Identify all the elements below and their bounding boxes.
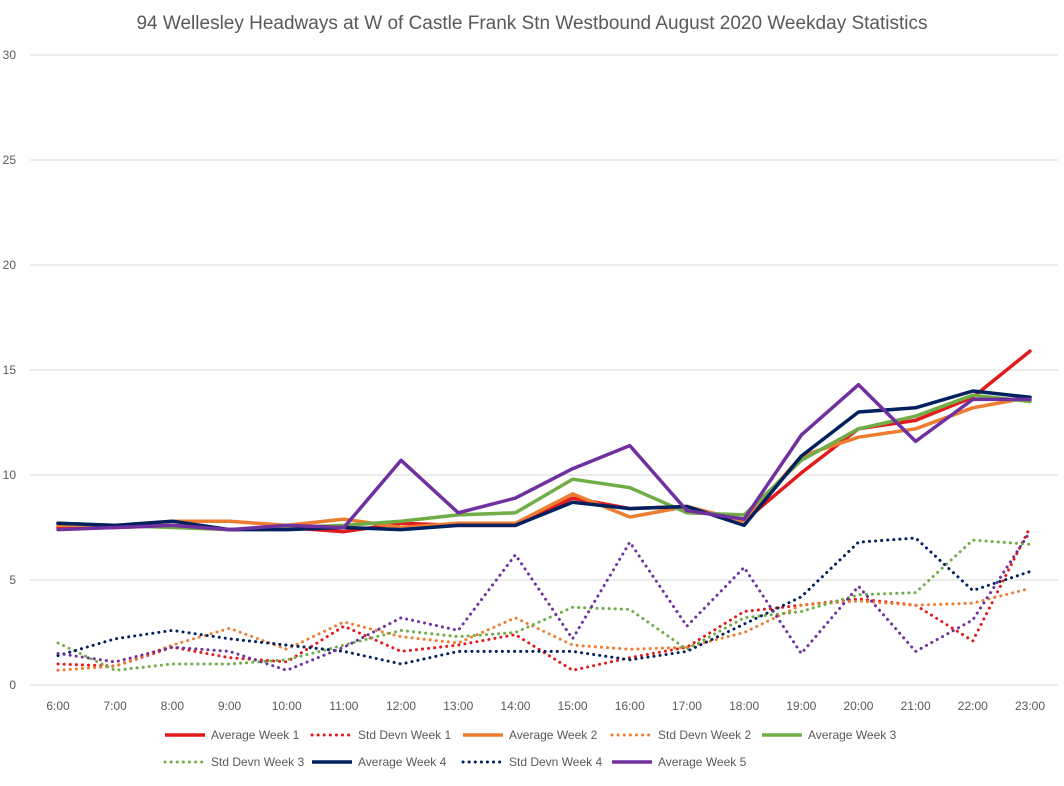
y-tick-label: 10 [3,468,17,482]
series-line-1 [56,349,1032,534]
legend-entry: Average Week 5 [658,755,747,769]
y-tick-label: 5 [9,573,16,587]
legend-entry: Average Week 4 [358,755,447,769]
legend: Average Week 1 Std Devn Week 1 Average Wee… [163,728,897,769]
legend-entry: Std Devn Week 1 [358,728,451,742]
x-tick-label: 23:00 [1015,699,1045,713]
x-tick-label: 15:00 [558,699,588,713]
x-tick-label: 14:00 [500,699,530,713]
legend-entry: Std Devn Week 3 [211,755,304,769]
legend-entry: Average Week 1 [211,728,300,742]
series-lines [56,349,1032,672]
y-axis-tick-labels: 0 5 10 15 20 25 30 [3,48,17,692]
x-tick-label: 12:00 [386,699,416,713]
x-tick-label: 22:00 [958,699,988,713]
x-tick-label: 11:00 [329,699,358,713]
x-tick-label: 6:00 [46,699,70,713]
x-tick-label: 10:00 [272,699,302,713]
legend-entry: Std Devn Week 4 [509,755,602,769]
series-line-6 [56,538,1032,672]
x-axis-tick-labels: 6:00 7:00 8:00 9:00 10:00 11:00 12:00 13:00 14:0… [46,699,1045,713]
series-line-2 [56,526,1032,672]
x-tick-label: 9:00 [218,699,242,713]
x-tick-label: 8:00 [161,699,185,713]
gridlines [30,54,1058,686]
x-tick-label: 7:00 [103,699,127,713]
x-tick-label: 19:00 [786,699,816,713]
y-tick-label: 30 [3,48,17,62]
y-tick-label: 25 [3,153,17,167]
chart-title: 94 Wellesley Headways at W of Castle Fra… [136,13,927,34]
legend-entry: Std Devn Week 2 [658,728,751,742]
y-tick-label: 20 [3,258,17,272]
x-tick-label: 18:00 [729,699,759,713]
x-tick-label: 21:00 [901,699,931,713]
x-tick-label: 13:00 [443,699,473,713]
series-line-8 [56,536,1032,666]
series-line-3 [56,395,1032,530]
y-tick-label: 15 [3,363,17,377]
legend-entry: Average Week 3 [808,728,897,742]
series-line-10 [56,530,1032,672]
series-line-9 [56,382,1032,532]
legend-entry: Average Week 2 [509,728,598,742]
x-tick-label: 16:00 [615,699,645,713]
x-tick-label: 20:00 [843,699,873,713]
y-tick-label: 0 [9,678,16,692]
series-line-4 [56,586,1032,672]
x-tick-label: 17:00 [672,699,702,713]
